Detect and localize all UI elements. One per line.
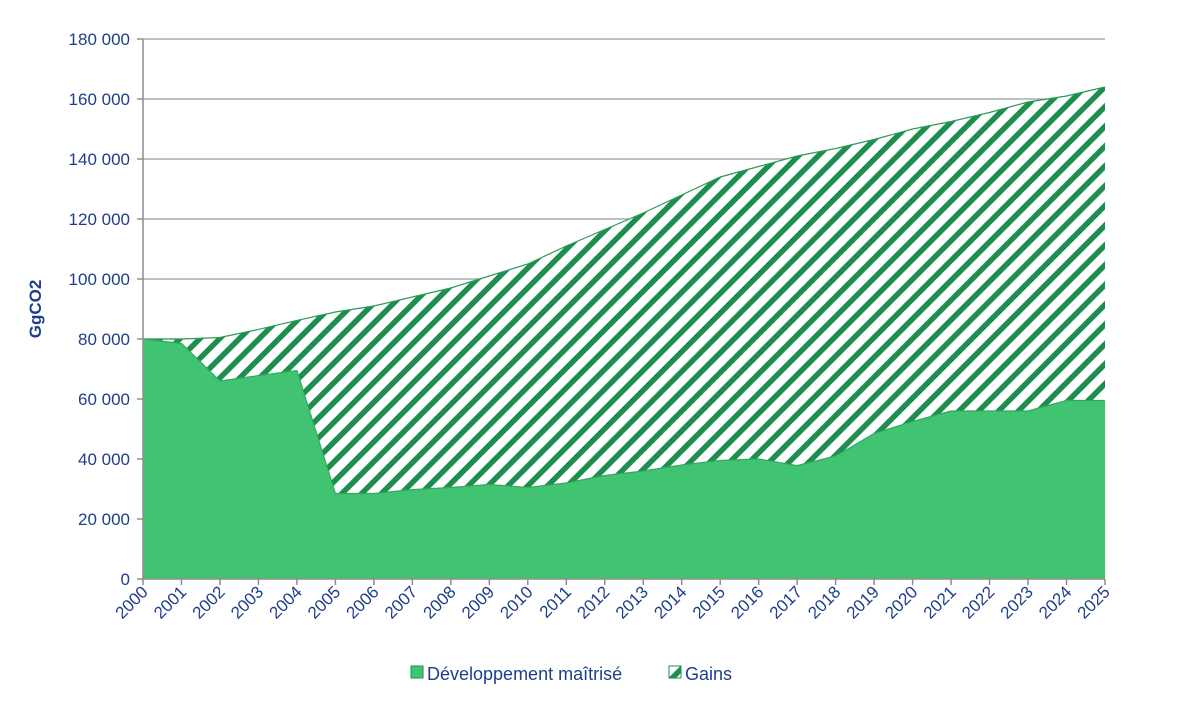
y-tick-label-4: 80 000	[78, 330, 130, 349]
x-tick-label-7: 2007	[381, 582, 421, 622]
x-tick-label-23: 2023	[997, 582, 1037, 622]
legend-label-gains: Gains	[685, 664, 732, 684]
line-developpement-top	[142, 338, 1105, 495]
legend-swatch-developpement	[410, 665, 424, 679]
x-tick-label-17: 2017	[766, 582, 806, 622]
x-tick-label-13: 2013	[612, 582, 652, 622]
x-tick-label-9: 2009	[458, 582, 498, 622]
legend-label-developpement: Développement maîtrisé	[427, 664, 622, 684]
x-tick-label-22: 2022	[958, 582, 998, 622]
y-tick-label-5: 100 000	[69, 270, 130, 289]
x-tick-label-19: 2019	[843, 582, 883, 622]
axes	[137, 38, 1106, 585]
x-tick-label-20: 2020	[881, 582, 921, 622]
x-tick-label-6: 2006	[343, 582, 383, 622]
line-gains-top	[143, 86, 1106, 340]
x-tick-label-21: 2021	[920, 582, 960, 622]
y-tick-label-9: 180 000	[69, 30, 130, 49]
x-tick-label-3: 2003	[227, 582, 267, 622]
y-tick-label-1: 20 000	[78, 510, 130, 529]
y-tick-label-8: 160 000	[69, 90, 130, 109]
x-tick-label-14: 2014	[650, 582, 690, 622]
y-tick-label-6: 120 000	[69, 210, 130, 229]
x-tick-label-25: 2025	[1074, 582, 1114, 622]
x-tick-label-0: 2000	[112, 582, 152, 622]
x-tick-label-8: 2008	[419, 582, 459, 622]
y-tick-label-3: 60 000	[78, 390, 130, 409]
y-tick-label-2: 40 000	[78, 450, 130, 469]
y-tick-label-7: 140 000	[69, 150, 130, 169]
y-axis-title: GgCO2	[26, 280, 45, 339]
series-areas	[142, 86, 1106, 579]
area-gains	[143, 87, 1105, 494]
x-tick-label-1: 2001	[150, 582, 190, 622]
x-tick-label-10: 2010	[496, 582, 536, 622]
x-tick-label-18: 2018	[804, 582, 844, 622]
x-tick-label-15: 2015	[689, 582, 729, 622]
x-tick-label-11: 2011	[536, 582, 575, 621]
x-tick-label-12: 2012	[573, 582, 613, 622]
x-tick-label-16: 2016	[727, 582, 767, 622]
x-tick-label-4: 2004	[266, 582, 306, 622]
x-tick-label-5: 2005	[304, 582, 344, 622]
y-tick-labels: 0 20 000 40 000 60 000 80 000 100 000 120 000 1…	[69, 30, 130, 589]
legend: Développement maîtrisé Gains	[410, 664, 732, 684]
x-tick-label-2: 2002	[189, 582, 229, 622]
x-tick-labels: 2000200120022003200420052006200720082009…	[112, 582, 1114, 622]
legend-swatch-gains	[668, 665, 682, 679]
y-tick-label-0: 0	[121, 570, 130, 589]
x-tick-label-24: 2024	[1035, 582, 1075, 622]
area-developpement-maitrise	[143, 339, 1105, 579]
